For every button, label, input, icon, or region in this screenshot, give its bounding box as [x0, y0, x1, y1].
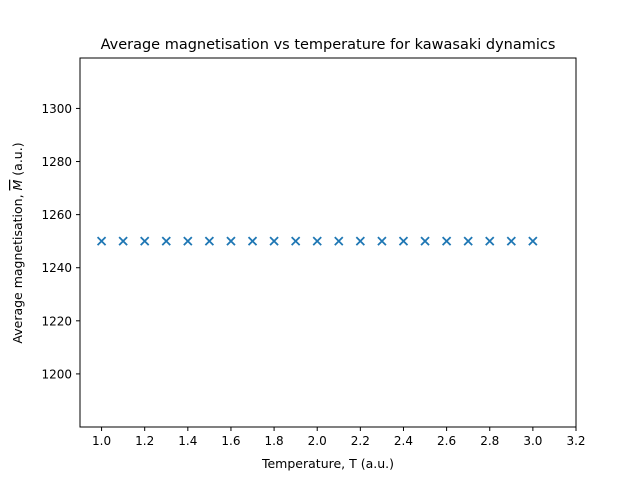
- data-point-marker: [161, 236, 171, 246]
- marker-stroke: [312, 236, 322, 246]
- y-tick-label: 1300: [41, 102, 72, 116]
- data-point-marker: [291, 236, 301, 246]
- marker-stroke: [269, 236, 279, 246]
- x-tick-label: 1.8: [265, 434, 284, 448]
- y-axis-label: Average magnetisation, M (a.u.): [10, 142, 25, 343]
- y-axis-label-prefix: Average magnetisation,: [10, 190, 25, 343]
- marker-stroke: [528, 236, 538, 246]
- data-point-marker: [528, 236, 538, 246]
- marker-stroke: [247, 236, 258, 246]
- y-axis-label-symbol: M: [10, 179, 25, 190]
- x-tick-label: 1.4: [178, 434, 197, 448]
- x-tick-label: 1.6: [221, 434, 240, 448]
- chart-title: Average magnetisation vs temperature for…: [101, 37, 556, 53]
- marker-stroke: [506, 236, 516, 246]
- data-point-marker: [183, 236, 193, 246]
- marker-stroke: [334, 236, 344, 246]
- marker-stroke: [140, 236, 150, 246]
- x-tick-label: 2.4: [394, 434, 413, 448]
- data-point-marker: [204, 236, 215, 246]
- axes-frame: [79, 57, 577, 428]
- y-tick-label: 1240: [41, 261, 72, 275]
- y-tick-label: 1260: [41, 208, 72, 222]
- x-tick-label: 2.6: [437, 434, 456, 448]
- x-tick-label: 1.2: [135, 434, 154, 448]
- data-point-marker: [506, 236, 516, 246]
- y-axis-label-suffix: (a.u.): [10, 142, 25, 179]
- data-point-marker: [312, 236, 322, 246]
- marker-stroke: [226, 236, 236, 246]
- y-tick-label: 1200: [41, 367, 72, 381]
- marker-stroke: [398, 236, 409, 246]
- data-point-marker: [334, 236, 344, 246]
- marker-stroke: [204, 236, 215, 246]
- x-tick-label: 3.2: [566, 434, 585, 448]
- marker-stroke: [118, 236, 128, 246]
- data-point-marker: [269, 236, 279, 246]
- x-axis-label: Temperature, T (a.u.): [261, 456, 394, 471]
- data-point-marker: [398, 236, 409, 246]
- data-point-marker: [377, 236, 387, 246]
- plot-area: [96, 236, 538, 246]
- y-axis-ticks: 1200 1220 1240 1260 1280 1300: [41, 102, 80, 381]
- data-point-marker: [485, 236, 495, 246]
- x-tick-label: 3.0: [523, 434, 542, 448]
- data-point-marker: [420, 236, 430, 246]
- marker-stroke: [96, 236, 107, 246]
- data-point-marker: [140, 236, 150, 246]
- data-point-marker: [463, 236, 473, 246]
- data-point-marker: [355, 236, 365, 246]
- data-point-marker: [226, 236, 236, 246]
- data-point-marker: [247, 236, 258, 246]
- y-tick-label: 1220: [41, 314, 72, 328]
- marker-stroke: [377, 236, 387, 246]
- x-tick-label: 2.0: [308, 434, 327, 448]
- x-tick-label: 2.8: [480, 434, 499, 448]
- marker-stroke: [161, 236, 171, 246]
- marker-stroke: [355, 236, 365, 246]
- data-point-marker: [96, 236, 107, 246]
- marker-stroke: [463, 236, 473, 246]
- data-point-marker: [441, 236, 452, 246]
- marker-stroke: [420, 236, 430, 246]
- marker-stroke: [441, 236, 452, 246]
- marker-stroke: [183, 236, 193, 246]
- data-point-marker: [118, 236, 128, 246]
- x-axis-ticks: 1.0 1.2 1.4 1.6 1.8 2.0 2.2 2.4 2.6 2.8 3.0 3.2: [92, 427, 586, 448]
- marker-stroke: [485, 236, 495, 246]
- x-tick-label: 1.0: [92, 434, 111, 448]
- x-tick-label: 2.2: [351, 434, 370, 448]
- y-tick-label: 1280: [41, 155, 72, 169]
- marker-stroke: [291, 236, 301, 246]
